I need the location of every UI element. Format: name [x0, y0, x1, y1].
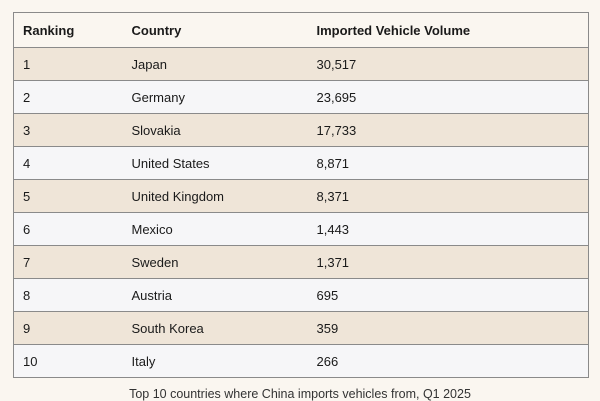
cell-volume: 266 — [307, 344, 589, 378]
import-ranking-table: Ranking Country Imported Vehicle Volume … — [13, 12, 589, 378]
cell-volume: 1,371 — [307, 245, 589, 279]
cell-ranking: 1 — [13, 47, 123, 81]
cell-volume: 359 — [307, 311, 589, 345]
cell-ranking: 7 — [13, 245, 123, 279]
cell-ranking: 3 — [13, 113, 123, 147]
cell-country: Austria — [122, 278, 308, 312]
table-row: 7 Sweden 1,371 — [13, 245, 589, 279]
cell-ranking: 6 — [13, 212, 123, 246]
table-row: 10 Italy 266 — [13, 344, 589, 378]
table-row: 1 Japan 30,517 — [13, 47, 589, 81]
header-row: Ranking Country Imported Vehicle Volume — [13, 12, 589, 48]
cell-country: United States — [122, 146, 308, 180]
cell-volume: 8,871 — [307, 146, 589, 180]
cell-ranking: 9 — [13, 311, 123, 345]
cell-country: South Korea — [122, 311, 308, 345]
cell-country: Mexico — [122, 212, 308, 246]
cell-volume: 1,443 — [307, 212, 589, 246]
cell-volume: 17,733 — [307, 113, 589, 147]
cell-ranking: 4 — [13, 146, 123, 180]
table-header: Ranking Country Imported Vehicle Volume — [13, 12, 589, 48]
table-row: 5 United Kingdom 8,371 — [13, 179, 589, 213]
header-ranking: Ranking — [13, 12, 123, 48]
table-row: 9 South Korea 359 — [13, 311, 589, 345]
cell-volume: 23,695 — [307, 80, 589, 114]
cell-volume: 8,371 — [307, 179, 589, 213]
cell-country: Sweden — [122, 245, 308, 279]
cell-ranking: 10 — [13, 344, 123, 378]
header-country: Country — [122, 12, 308, 48]
cell-country: Germany — [122, 80, 308, 114]
cell-country: United Kingdom — [122, 179, 308, 213]
table-row: 6 Mexico 1,443 — [13, 212, 589, 246]
table-body: 1 Japan 30,517 2 Germany 23,695 3 Slovak… — [13, 47, 589, 378]
cell-country: Slovakia — [122, 113, 308, 147]
cell-country: Japan — [122, 47, 308, 81]
cell-ranking: 2 — [13, 80, 123, 114]
cell-country: Italy — [122, 344, 308, 378]
table-row: 3 Slovakia 17,733 — [13, 113, 589, 147]
table-row: 2 Germany 23,695 — [13, 80, 589, 114]
header-volume: Imported Vehicle Volume — [307, 12, 589, 48]
cell-ranking: 8 — [13, 278, 123, 312]
table-row: 4 United States 8,871 — [13, 146, 589, 180]
cell-volume: 695 — [307, 278, 589, 312]
cell-ranking: 5 — [13, 179, 123, 213]
table-row: 8 Austria 695 — [13, 278, 589, 312]
table-container: Ranking Country Imported Vehicle Volume … — [13, 12, 589, 378]
cell-volume: 30,517 — [307, 47, 589, 81]
table-caption: Top 10 countries where China imports veh… — [129, 387, 471, 401]
